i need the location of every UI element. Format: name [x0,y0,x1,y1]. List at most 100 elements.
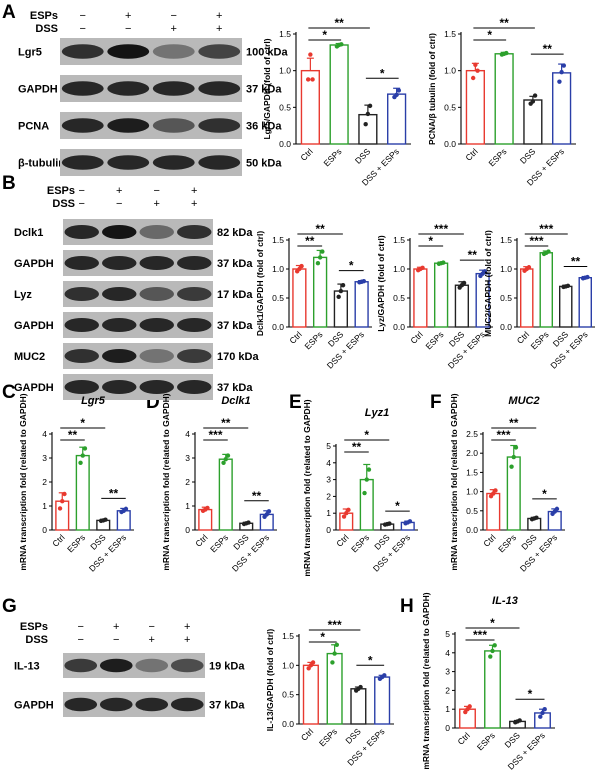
y-tick-label: 1.5 [444,29,456,39]
condition-label: DSS [35,23,58,35]
data-point [310,77,315,82]
data-point [80,453,85,458]
blot-band [102,317,137,333]
significance-label: * [364,428,369,442]
panel-label-C: C [2,382,16,403]
data-point [532,93,538,98]
data-point [246,520,251,525]
significance-label: ** [468,248,478,262]
bar [486,492,501,531]
category-label: ESPs [475,730,497,752]
data-point [320,249,325,254]
blot-label: GAPDH [18,84,58,96]
blot-band [139,379,174,395]
blot-band [102,348,137,364]
data-point [530,99,536,104]
blot-band [61,81,104,96]
bar [520,268,534,328]
condition-sign: + [113,621,119,633]
category-label: DSS [518,146,538,166]
blot-kda-label: 37 kDa [246,84,282,96]
data-point [492,643,497,648]
y-tick-label: 0.5 [444,102,456,112]
blot-kda-label: 19 kDa [209,661,245,673]
y-tick-label: 0.0 [500,322,512,332]
chart-title: Lgr5 [81,395,106,407]
data-point [315,261,321,266]
blot-band [61,118,104,133]
bar [539,252,553,328]
chart-title: Lyz1 [365,407,389,419]
significance-label: *** [208,428,222,442]
condition-sign: − [79,198,85,210]
condition-sign: + [216,23,222,35]
blot-label: MUC2 [14,351,45,363]
data-point [557,79,562,84]
blot-band [139,317,174,333]
y-tick-label: 1.5 [466,467,478,477]
chart-D: 0 1 2 3 4 mRNA transcription fold (related to… [161,393,277,574]
blot-label: IL-13 [14,661,40,673]
blot-kda-label: 37 kDa [217,382,253,394]
bar [259,513,274,531]
y-tick-label: 2 [42,477,47,487]
blot-band [107,118,150,133]
y-tick-label: 0.5 [466,506,478,516]
data-point [225,453,231,458]
bar [116,510,131,531]
y-tick-label: 1 [185,501,190,511]
data-point [338,288,344,294]
y-tick-label: 2 [185,477,190,487]
y-tick-label: 0 [42,525,47,535]
y-tick-label: 1.0 [500,264,512,274]
data-point [546,249,551,254]
category-label: Ctrl [50,532,66,548]
panel-label-A: A [2,2,16,23]
significance-label: ** [305,234,315,248]
y-tick-label: 1.0 [279,66,291,76]
significance-label: * [349,259,354,273]
condition-sign: + [125,10,131,22]
blot-kda-label: 100 kDa [246,47,288,59]
data-point [538,714,543,719]
data-point [308,52,313,57]
y-tick-label: 1.5 [393,235,405,245]
y-tick-label: 0.5 [272,293,284,303]
significance-label: ** [221,416,231,430]
y-axis-label: mRNA transcription fold (related to GAPD… [449,393,459,570]
data-point [317,255,323,260]
blot-band [102,286,137,302]
bar [300,69,320,145]
bar [454,284,470,328]
blot-band [139,286,174,302]
y-tick-label: 1.0 [466,487,478,497]
bar [559,285,573,328]
chart-A2: 0.0 0.5 1.0 1.5 PCNA/β tubulin (fold of ctrl… [427,16,576,188]
bar [374,676,391,725]
y-tick-label: 1.5 [500,235,512,245]
category-label: Ctrl [408,329,424,345]
data-point [266,509,272,514]
category-label: DSS [502,730,522,750]
panel-label-F: F [430,392,442,413]
significance-label: * [395,499,400,513]
condition-sign: − [79,185,85,197]
bar [578,277,592,328]
bar [354,281,369,328]
blot-band [198,155,241,170]
data-point [334,642,340,647]
y-tick-label: 0.5 [282,690,294,700]
blot-band [170,658,204,673]
data-point [387,521,392,526]
blot-band [152,44,195,59]
data-point [382,673,387,678]
category-label: ESPs [302,329,324,351]
condition-sign: + [191,198,197,210]
y-tick-label: 1 [445,704,450,714]
data-point [511,454,516,460]
chart-title: Dclk1 [221,395,250,407]
